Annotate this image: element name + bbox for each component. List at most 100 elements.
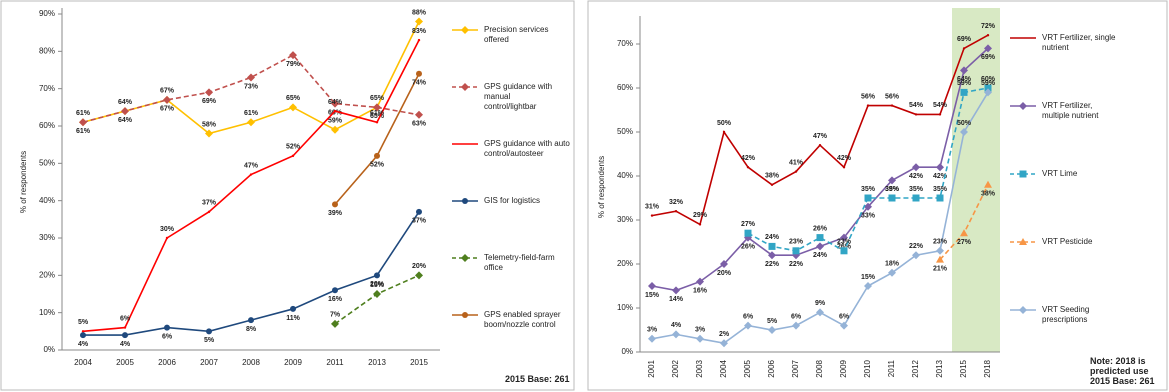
data-label: 63% (412, 121, 427, 128)
data-label: 7% (330, 312, 341, 319)
legend-label: VRT Fertilizer, multiple nutrient (1042, 101, 1099, 120)
data-label: 35% (909, 186, 924, 193)
data-label: 61% (370, 110, 385, 117)
x-tick-label: 2018 (983, 359, 992, 377)
data-label: 42% (741, 155, 756, 162)
data-label: 35% (933, 186, 948, 193)
marker (648, 334, 656, 343)
data-label: 59% (981, 80, 996, 87)
data-label: 54% (909, 102, 924, 109)
data-label: 64% (328, 99, 343, 106)
text-line: manual (484, 92, 510, 101)
data-label: 5% (204, 337, 215, 344)
text-line: Note: 2018 is (1090, 356, 1146, 366)
data-label: 52% (370, 162, 385, 169)
text-line: VRT Seeding (1042, 305, 1089, 314)
y-tick-label: 30% (39, 233, 55, 242)
x-tick-label: 2005 (116, 358, 134, 367)
marker (914, 113, 918, 116)
text-line: office (484, 263, 504, 272)
marker (842, 166, 846, 169)
x-tick-label: 2002 (671, 359, 680, 377)
marker (80, 332, 86, 339)
text-line: VRT Pesticide (1042, 237, 1093, 246)
text-line: Precision services (484, 25, 548, 34)
data-label: 38% (981, 191, 996, 198)
marker (960, 128, 968, 136)
y-tick-label: 50% (39, 158, 55, 167)
marker (722, 130, 726, 134)
marker (696, 277, 704, 286)
marker (840, 247, 848, 255)
marker (888, 194, 896, 202)
y-tick-label: 40% (617, 171, 633, 180)
data-label: 6% (120, 315, 131, 322)
marker (794, 170, 798, 173)
text-line: 2015 Base: 261 (505, 374, 570, 384)
marker (960, 66, 968, 75)
x-tick-label: 2015 (410, 358, 428, 367)
data-label: 35% (861, 186, 876, 193)
footnote: Note: 2018 is predicted use (1090, 356, 1149, 376)
x-tick-label: 2008 (242, 358, 260, 367)
data-label: 88% (412, 9, 427, 16)
marker (984, 44, 992, 53)
marker (768, 251, 776, 260)
x-tick-label: 2012 (911, 359, 920, 377)
marker (960, 88, 968, 96)
data-label: 72% (981, 23, 996, 30)
data-label: 59% (328, 118, 343, 125)
marker (461, 26, 469, 34)
x-tick-label: 2006 (767, 359, 776, 377)
marker (417, 38, 421, 42)
x-tick-label: 2009 (839, 359, 848, 377)
marker (289, 103, 297, 112)
data-label: 15% (370, 282, 385, 289)
data-label: 22% (765, 261, 780, 268)
data-label: 31% (645, 203, 660, 210)
y-axis-label: % of respondents (597, 156, 606, 218)
data-label: 29% (693, 212, 708, 219)
marker (648, 282, 656, 290)
y-tick-label: 10% (617, 303, 633, 312)
marker (818, 144, 822, 147)
marker (674, 210, 678, 213)
marker (373, 290, 381, 298)
marker (462, 312, 468, 318)
legend-label: VRT Fertilizer, single nutrient (1042, 33, 1116, 52)
data-label: 21% (933, 265, 948, 272)
data-label: 35% (885, 186, 900, 193)
marker (122, 332, 128, 339)
data-label: 2% (719, 331, 730, 338)
data-label: 3% (695, 327, 706, 334)
marker (792, 247, 800, 255)
x-tick-label: 2013 (368, 358, 386, 367)
text-line: prescriptions (1042, 315, 1087, 324)
marker (984, 88, 992, 97)
data-label: 69% (957, 36, 972, 43)
marker (768, 326, 776, 334)
marker (247, 73, 255, 82)
text-line: control/lightbar (484, 102, 537, 111)
text-line: GPS enabled sprayer (484, 310, 561, 319)
x-tick-label: 2010 (863, 359, 872, 377)
data-label: 26% (837, 243, 852, 250)
data-label: 66% (328, 109, 343, 116)
marker (1019, 102, 1027, 110)
data-label: 65% (286, 95, 301, 102)
y-tick-label: 80% (39, 46, 55, 55)
data-label: 47% (244, 162, 259, 169)
marker (291, 154, 295, 158)
text-line: offered (484, 35, 509, 44)
marker (888, 268, 896, 277)
data-label: 6% (743, 313, 754, 320)
data-label: 15% (645, 292, 660, 299)
data-label: 23% (933, 239, 948, 246)
marker (416, 70, 422, 77)
marker (864, 202, 872, 211)
marker (840, 321, 848, 330)
legend-label: Telemetry-field-farm office (484, 253, 555, 272)
data-label: 61% (76, 128, 91, 135)
data-label: 38% (765, 173, 780, 180)
footnote: 2015 Base: 261 (505, 374, 570, 384)
